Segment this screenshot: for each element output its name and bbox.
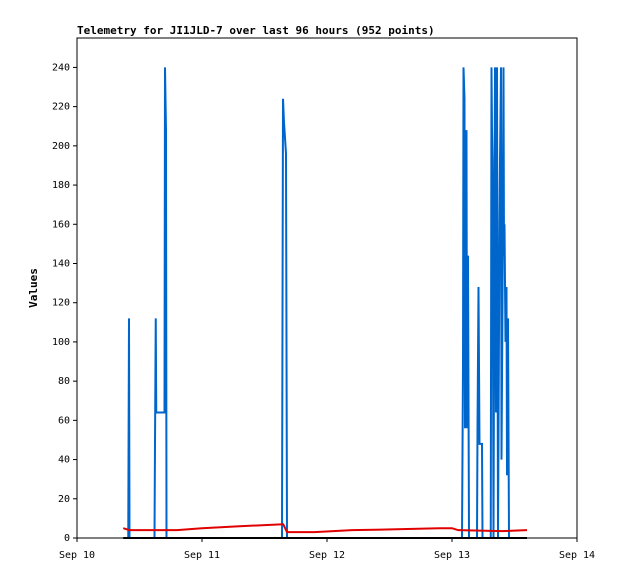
y-tick-label: 120 [52,298,70,309]
y-tick-label: 80 [58,376,70,387]
y-tick-label: 180 [52,180,70,191]
x-tick-label: Sep 11 [184,550,220,561]
x-tick-label: Sep 10 [59,550,95,561]
chart-title: Telemetry for JI1JLD-7 over last 96 hour… [77,24,435,37]
x-tick-label: Sep 14 [559,550,595,561]
y-axis-label: Values [27,268,40,308]
x-tick-label: Sep 13 [434,550,470,561]
series-line [122,523,528,534]
y-tick-label: 0 [64,533,70,544]
y-tick-label: 60 [58,415,70,426]
y-tick-label: 40 [58,455,70,466]
y-tick-label: 20 [58,494,70,505]
y-tick-label: 240 [52,62,70,73]
y-tick-label: 100 [52,337,70,348]
x-tick-label: Sep 12 [309,550,345,561]
series-line [123,67,527,539]
y-tick-label: 220 [52,102,70,113]
y-tick-label: 200 [52,141,70,152]
y-tick-label: 140 [52,258,70,269]
y-tick-label: 160 [52,219,70,230]
